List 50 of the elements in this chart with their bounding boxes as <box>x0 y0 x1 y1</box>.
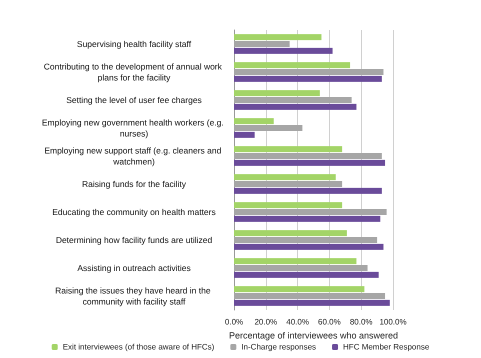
legend-label: HFC Member Response <box>343 342 430 352</box>
bar <box>234 230 347 236</box>
x-tick-label: 0.0% <box>224 318 244 326</box>
y-tick-label: Employing new support staff (e.g. cleaners and watchmen) <box>44 146 224 166</box>
x-tick-label: 60.0% <box>318 318 341 326</box>
bar <box>234 118 274 124</box>
bar <box>234 209 387 215</box>
y-tick-label: Contributing to the development of annual work plans for the facility <box>44 62 224 82</box>
y-tick-label: Determining how facility funds are utilized <box>56 235 212 245</box>
y-tick-label: Setting the level of user fee charges <box>66 95 202 105</box>
bar <box>234 97 352 103</box>
x-tick-label: 100.0% <box>379 318 407 326</box>
legend-label: Exit interviewees (of those aware of HFCs) <box>62 342 215 352</box>
bar <box>234 181 342 187</box>
bar <box>234 90 320 96</box>
bar <box>234 258 356 264</box>
bar <box>234 244 384 250</box>
y-tick-label: Educating the community on health matters <box>52 207 216 217</box>
y-tick-label: Raising funds for the facility <box>82 179 187 189</box>
legend-label: In-Charge responses <box>241 342 316 352</box>
bar <box>234 188 382 194</box>
bar <box>234 125 302 131</box>
bar <box>234 76 382 82</box>
bar <box>234 146 342 152</box>
bar <box>234 272 379 278</box>
bar <box>234 300 390 306</box>
bar <box>234 216 380 222</box>
bar <box>234 160 386 166</box>
bar <box>234 237 378 243</box>
y-tick-label: Employing new government health workers (e.g. nurses) <box>42 118 226 138</box>
bar <box>234 48 333 54</box>
bar <box>234 104 356 110</box>
bar <box>234 265 368 271</box>
bar <box>234 69 384 75</box>
bar <box>234 34 322 40</box>
y-tick-label: Supervising health facility staff <box>76 39 192 49</box>
bar <box>234 62 350 68</box>
y-tick-label: Raising the issues they have heard in the community with facility staff <box>55 286 213 306</box>
bar <box>234 41 290 47</box>
bar <box>234 174 336 180</box>
x-tick-label: 40.0% <box>286 318 309 326</box>
bar <box>234 286 364 292</box>
y-tick-label: Assisting in outreach activities <box>77 263 191 273</box>
bar <box>234 153 382 159</box>
x-tick-label: 20.0% <box>254 318 278 326</box>
x-axis-title: Percentage of interviewees who answered <box>228 330 398 340</box>
bar <box>234 132 255 138</box>
x-tick-label: 80.0% <box>350 318 373 326</box>
bar <box>234 202 342 208</box>
bar <box>234 293 386 299</box>
